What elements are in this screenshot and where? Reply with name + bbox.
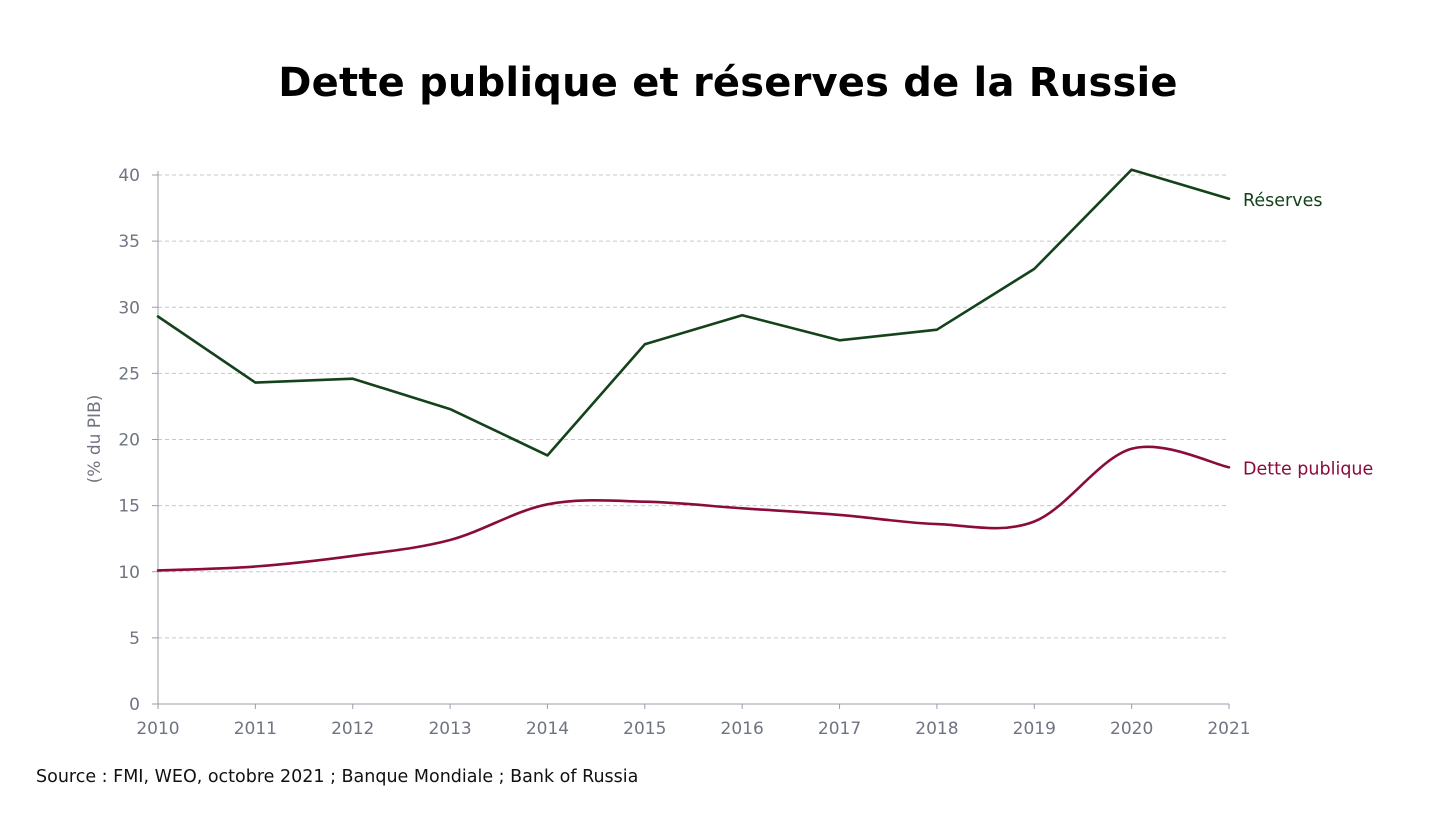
x-tick-label: 2013	[428, 719, 471, 739]
series-labels: Réserves Dette publique	[1243, 191, 1373, 479]
y-tick-label: 15	[118, 497, 140, 517]
y-tick-label: 25	[118, 364, 140, 384]
y-tick-label: 40	[118, 166, 140, 186]
x-tick-label: 2010	[136, 719, 179, 739]
x-tick-label: 2019	[1013, 719, 1056, 739]
x-tick-label: 2015	[623, 719, 666, 739]
chart-title: Dette publique et réserves de la Russie	[278, 60, 1178, 106]
x-tick-label: 2021	[1207, 719, 1250, 739]
x-tick-label: 2011	[234, 719, 277, 739]
grid-lines	[158, 174, 1229, 639]
x-tick-label: 2017	[818, 719, 861, 739]
y-tick-label: 5	[129, 629, 140, 649]
y-axis-title: (% du PIB)	[85, 395, 105, 484]
source-note: Source : FMI, WEO, octobre 2021 ; Banque…	[36, 767, 639, 787]
y-tick-label: 30	[118, 298, 140, 318]
x-tick-label: 2018	[915, 719, 958, 739]
x-tick-label: 2014	[526, 719, 569, 739]
y-tick-label: 0	[129, 695, 140, 715]
series-lines	[156, 168, 1231, 572]
x-tick-label: 2020	[1110, 719, 1153, 739]
tick-labels: 0 5 10 15 20 25 30 35 40 2010 2011 2012 2013 2014 2015…	[118, 166, 1250, 739]
series-line-dette-publique	[156, 445, 1231, 572]
y-tick-label: 20	[118, 431, 140, 451]
x-tick-label: 2016	[721, 719, 764, 739]
y-tick-label: 10	[118, 563, 140, 583]
series-line-reserves	[156, 168, 1231, 457]
series-label-dette-publique: Dette publique	[1243, 459, 1373, 479]
x-tick-label: 2012	[331, 719, 374, 739]
axes	[152, 171, 1230, 709]
series-label-reserves: Réserves	[1243, 191, 1322, 211]
y-tick-label: 35	[118, 232, 140, 252]
